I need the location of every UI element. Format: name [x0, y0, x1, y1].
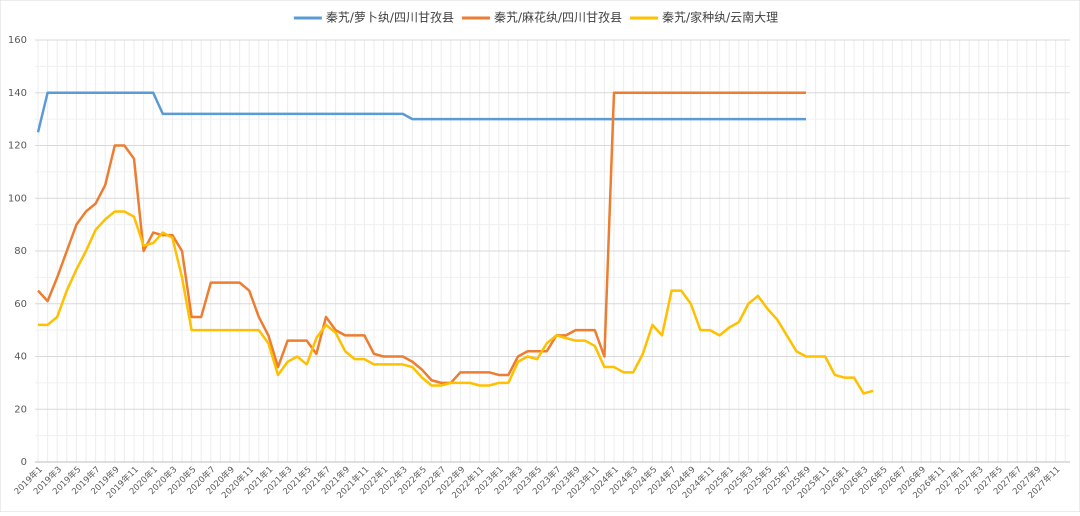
y-tick-label: 160 — [8, 35, 27, 46]
y-tick-label: 80 — [14, 246, 27, 257]
legend-label: 秦艽/萝卜纨/四川甘孜县 — [326, 10, 454, 25]
y-tick-label: 100 — [8, 193, 27, 204]
y-tick-label: 140 — [8, 88, 27, 99]
series-line — [38, 210, 874, 395]
y-tick-label: 40 — [14, 352, 27, 363]
y-tick-label: 60 — [14, 299, 27, 310]
legend-label: 秦艽/麻花纨/四川甘孜县 — [494, 10, 622, 25]
legend-label: 秦艽/家种纨/云南大理 — [662, 10, 778, 25]
y-tick-label: 0 — [21, 457, 27, 468]
y-tick-label: 20 — [14, 404, 27, 415]
series-line — [36, 91, 806, 133]
y-tick-label: 120 — [8, 141, 27, 152]
